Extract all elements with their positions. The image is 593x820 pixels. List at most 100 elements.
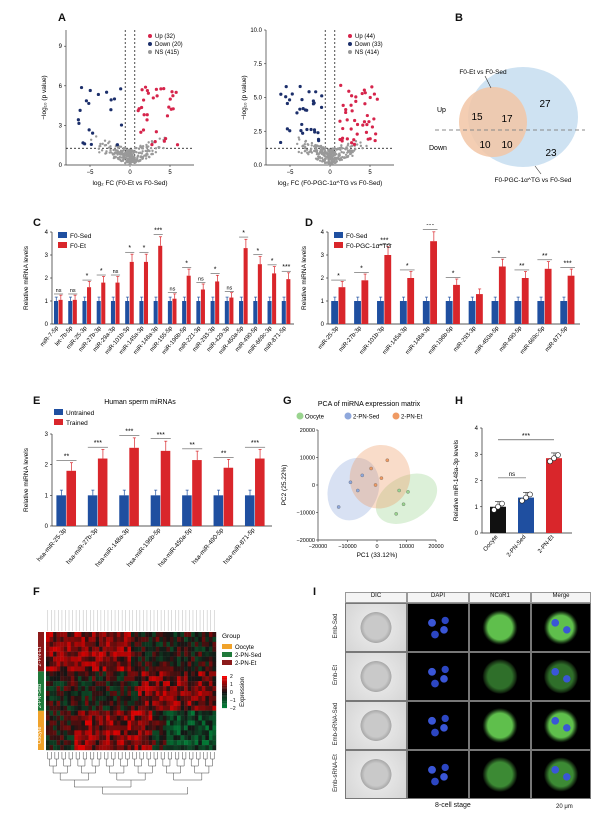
chart-title: Human sperm miRNAs xyxy=(104,399,176,406)
heatmap-cell xyxy=(88,646,93,652)
heatmap-cell xyxy=(212,681,217,687)
volcano-point-down xyxy=(317,139,321,143)
volcano-point-ns xyxy=(122,147,125,150)
heatmap-cell xyxy=(169,745,174,751)
heatmap-cell xyxy=(134,715,139,721)
volcano-point-up xyxy=(345,118,349,122)
heatmap-cell xyxy=(102,735,107,741)
y-tick-label: 4 xyxy=(475,426,479,432)
heatmap-cell xyxy=(81,632,86,638)
heatmap-cell xyxy=(106,730,110,736)
volcano-point-up xyxy=(350,141,354,145)
volcano-point-ns xyxy=(321,157,324,160)
replicate-dot xyxy=(519,497,525,504)
heatmap-cell xyxy=(120,686,125,692)
volcano-point-up xyxy=(353,118,357,123)
heatmap-cell xyxy=(184,686,188,692)
heatmap-cell xyxy=(123,740,128,746)
heatmap-cell xyxy=(49,735,54,741)
heatmap-cell xyxy=(155,641,160,647)
volcano-point-up xyxy=(136,109,140,113)
heatmap-cell xyxy=(184,710,188,716)
volcano-point-ns xyxy=(347,142,350,146)
volcano-point-ns xyxy=(354,140,358,143)
micrograph-merge xyxy=(531,652,591,701)
heatmap-cell xyxy=(67,676,71,682)
heatmap-cell xyxy=(120,745,125,751)
heatmap-cell xyxy=(49,715,54,721)
heatmap-cell xyxy=(141,632,146,638)
heatmap-cell xyxy=(92,695,96,702)
scatter-point xyxy=(394,512,398,516)
heatmap-cell xyxy=(113,740,118,746)
volcano-point-up xyxy=(355,122,360,127)
dendrogram-branch xyxy=(47,752,52,760)
heatmap-cell xyxy=(131,651,135,657)
heatmap-cell xyxy=(70,686,75,692)
heatmap-cell xyxy=(198,641,203,647)
heatmap-cell xyxy=(184,656,188,662)
heatmap-cell xyxy=(74,686,79,692)
heatmap-cell xyxy=(166,705,171,711)
volcano-point-ns xyxy=(119,153,122,156)
micrograph-dic xyxy=(345,652,407,701)
heatmap-cell xyxy=(92,666,96,672)
heatmap-cell xyxy=(208,681,213,687)
color-scale-step xyxy=(222,682,227,685)
heatmap-cell xyxy=(81,666,86,672)
volcano-point-down xyxy=(299,129,303,133)
heatmap-cell xyxy=(70,691,75,697)
heatmap-cell xyxy=(177,735,181,741)
heatmap-cell xyxy=(138,686,142,692)
heatmap-cell xyxy=(106,735,110,741)
heatmap-cell xyxy=(77,646,82,652)
volcano-point-ns xyxy=(346,147,349,150)
heatmap-cell xyxy=(106,745,110,751)
heatmap-cell xyxy=(102,636,107,643)
y-tick-label: 2 xyxy=(475,479,479,485)
heatmap-cell xyxy=(116,646,121,652)
heatmap-cell xyxy=(169,641,174,647)
heatmap-cell xyxy=(49,632,54,638)
heatmap-cell xyxy=(173,700,178,706)
volcano-point-up xyxy=(365,113,369,118)
heatmap-cell xyxy=(46,632,50,638)
volcano-point-up xyxy=(372,117,376,121)
volcano-point-up xyxy=(368,137,372,141)
heatmap-cell xyxy=(162,735,167,741)
heatmap-cell xyxy=(159,681,164,687)
heatmap-cell xyxy=(208,646,213,652)
heatmap-cell xyxy=(134,656,139,662)
heatmap-cell xyxy=(81,700,86,706)
heatmap-cell xyxy=(205,715,210,721)
heatmap-cell xyxy=(74,666,79,672)
volcano-point-down xyxy=(104,90,109,94)
heatmap-cell xyxy=(127,720,132,726)
panel-letter-h: H xyxy=(455,395,463,407)
heatmap-cell xyxy=(99,691,103,697)
heatmap-cell xyxy=(106,641,110,647)
heatmap-cell xyxy=(177,656,181,662)
volcano-point-ns xyxy=(355,143,359,146)
heatmap-cell xyxy=(67,641,71,647)
micrograph-dapi xyxy=(407,750,469,799)
heatmap-cell xyxy=(212,745,217,751)
volcano-point-down xyxy=(287,98,292,102)
heatmap-cell xyxy=(173,705,178,711)
column-header-dic: DIC xyxy=(345,592,407,603)
heatmap-cell xyxy=(145,710,149,716)
color-scale-step xyxy=(222,688,227,691)
heatmap-cell xyxy=(49,730,54,736)
heatmap-cell xyxy=(113,666,118,672)
heatmap-cell xyxy=(127,632,132,638)
volcano-point-ns xyxy=(300,151,303,155)
heatmap-cell xyxy=(166,676,171,682)
heatmap-cell xyxy=(194,656,199,662)
volcano-point-ns xyxy=(144,157,148,160)
bar xyxy=(422,301,430,324)
heatmap-cell xyxy=(77,710,82,716)
heatmap-cell xyxy=(116,710,121,716)
heatmap-cell xyxy=(92,740,96,746)
volcano-point-ns xyxy=(336,147,340,150)
heatmap-cell xyxy=(194,676,199,682)
